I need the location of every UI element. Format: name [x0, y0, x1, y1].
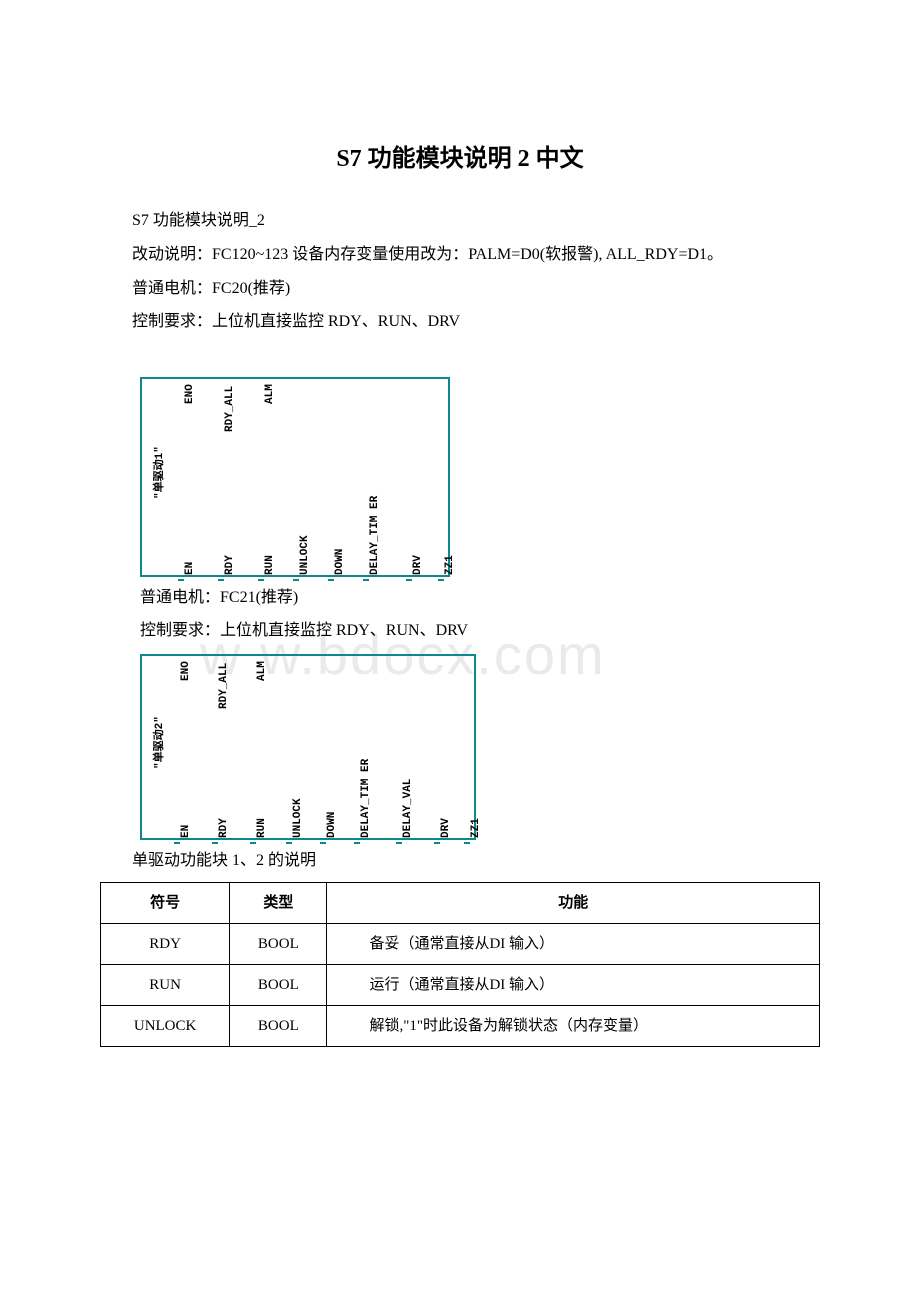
pin-label: DELAY_VAL: [400, 779, 418, 838]
block-title: "单驱动1": [152, 446, 170, 499]
table-cell-symbol: RUN: [101, 964, 230, 1005]
pin-label: ALM: [262, 384, 280, 404]
diagram-2: "单驱动2" ENO RDY_ALL ALM EN RDY RUN UNLOCK DOWN DEL…: [140, 654, 820, 840]
table-cell-symbol: RDY: [101, 923, 230, 964]
table-header: 符号: [101, 882, 230, 923]
paragraph-7: 单驱动功能块 1、2 的说明: [100, 848, 820, 874]
table-cell-symbol: UNLOCK: [101, 1005, 230, 1046]
pin-label: DELAY_TIM ER: [367, 496, 385, 575]
paragraph-4: 控制要求：上位机直接监控 RDY、RUN、DRV: [100, 309, 820, 335]
pin-label: DRV: [438, 818, 456, 838]
pin-label: RDY_ALL: [222, 386, 240, 432]
pin-label: DELAY_TIM ER: [358, 759, 376, 838]
diagram-1: "单驱动1" ENO RDY_ALL ALM EN RDY RUN UNLOCK DOWN DEL…: [140, 377, 820, 577]
table-cell-function: 运行（通常直接从DI 输入）: [327, 964, 820, 1005]
pin-label: DOWN: [332, 548, 350, 574]
pin-label: ENO: [182, 384, 200, 404]
table-cell-function: 解锁,"1"时此设备为解锁状态（内存变量）: [327, 1005, 820, 1046]
table-row: UNLOCKBOOL解锁,"1"时此设备为解锁状态（内存变量）: [101, 1005, 820, 1046]
pin-label: EN: [182, 562, 200, 575]
table-cell-type: BOOL: [230, 1005, 327, 1046]
paragraph-2: 改动说明：FC120~123 设备内存变量使用改为：PALM=D0(软报警), …: [100, 242, 820, 268]
paragraph-6: 控制要求：上位机直接监控 RDY、RUN、DRV: [140, 618, 820, 644]
pin-label: ALM: [254, 661, 272, 681]
pin-label: DOWN: [324, 812, 342, 838]
function-table: 符号 类型 功能 RDYBOOL备妥（通常直接从DI 输入）RUNBOOL运行（…: [100, 882, 820, 1047]
table-cell-function: 备妥（通常直接从DI 输入）: [327, 923, 820, 964]
pin-label: RDY: [222, 555, 240, 575]
table-header: 类型: [230, 882, 327, 923]
pin-label: RUN: [254, 818, 272, 838]
table-cell-type: BOOL: [230, 923, 327, 964]
paragraph-5: 普通电机：FC21(推荐): [140, 585, 820, 611]
page-title: S7 功能模块说明 2 中文: [100, 140, 820, 178]
table-cell-type: BOOL: [230, 964, 327, 1005]
pin-label: UNLOCK: [290, 798, 308, 838]
paragraph-3: 普通电机：FC20(推荐): [100, 276, 820, 302]
pin-label: EN: [178, 825, 196, 838]
pin-label: ZZ1: [442, 555, 460, 575]
pin-label: RUN: [262, 555, 280, 575]
pin-label: ZZ1: [468, 818, 486, 838]
pin-label: RDY: [216, 818, 234, 838]
table-header: 功能: [327, 882, 820, 923]
pin-label: DRV: [410, 555, 428, 575]
table-row: RUNBOOL运行（通常直接从DI 输入）: [101, 964, 820, 1005]
pin-label: UNLOCK: [297, 535, 315, 575]
paragraph-1: S7 功能模块说明_2: [100, 208, 820, 234]
pin-label: ENO: [178, 661, 196, 681]
pin-label: RDY_ALL: [216, 663, 234, 709]
table-row: RDYBOOL备妥（通常直接从DI 输入）: [101, 923, 820, 964]
block-title: "单驱动2": [152, 716, 170, 769]
